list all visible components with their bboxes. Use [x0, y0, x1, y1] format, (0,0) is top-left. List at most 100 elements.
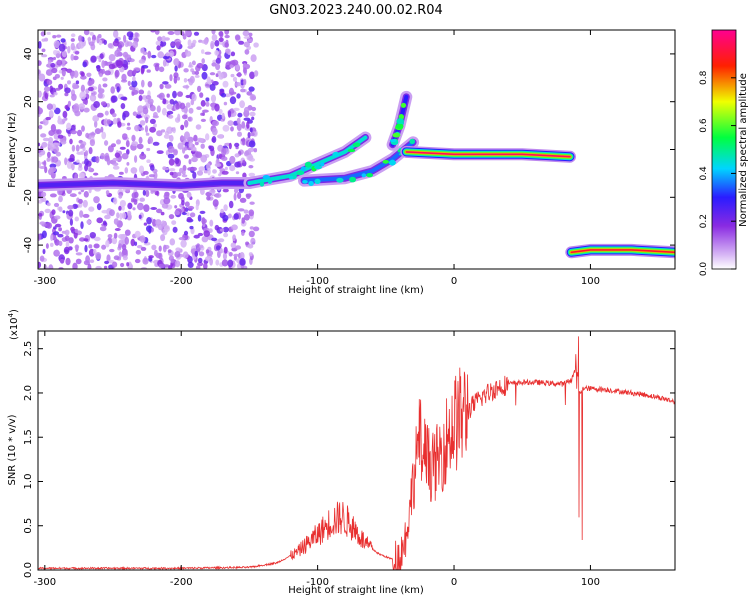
noise-speckle	[106, 254, 111, 262]
trace-rising-blob	[347, 148, 356, 153]
noise-speckle	[153, 171, 158, 180]
snr-multiplier-base: (x10	[9, 317, 20, 340]
noise-speckle	[190, 99, 195, 106]
noise-speckle	[94, 120, 98, 128]
noise-speckle	[194, 71, 200, 75]
noise-speckle	[205, 133, 210, 141]
noise-speckle	[70, 38, 75, 42]
noise-speckle	[99, 73, 103, 78]
noise-speckle	[86, 220, 92, 224]
noise-speckle	[70, 130, 77, 135]
noise-speckle	[150, 207, 158, 210]
noise-speckle	[156, 105, 161, 113]
noise-speckle	[113, 30, 119, 38]
noise-speckle	[130, 167, 138, 174]
noise-speckle	[150, 105, 156, 112]
noise-speckle	[180, 124, 185, 131]
noise-speckle	[82, 99, 87, 105]
noise-speckle	[121, 244, 127, 251]
noise-speckle	[62, 210, 66, 214]
noise-speckle	[120, 103, 126, 110]
noise-speckle	[41, 191, 47, 197]
noise-speckle	[113, 232, 118, 239]
noise-speckle	[167, 145, 175, 153]
noise-speckle	[146, 147, 151, 152]
noise-speckle	[215, 63, 221, 71]
noise-speckle	[72, 203, 78, 209]
noise-speckle	[126, 149, 130, 155]
noise-speckle	[185, 94, 191, 99]
noise-speckle	[154, 63, 160, 72]
noise-speckle	[89, 259, 95, 264]
noise-speckle	[53, 40, 60, 49]
noise-speckle	[177, 113, 181, 122]
noise-speckle	[47, 151, 51, 158]
noise-speckle	[152, 115, 159, 119]
noise-speckle	[141, 79, 145, 88]
noise-speckle	[158, 66, 165, 73]
snr-series-line	[38, 336, 675, 570]
noise-speckle	[156, 45, 161, 51]
noise-speckle	[217, 250, 221, 258]
noise-speckle	[60, 38, 66, 43]
noise-speckle	[147, 50, 152, 59]
noise-speckle	[243, 78, 247, 86]
noise-speckle	[134, 258, 141, 264]
noise-speckle	[57, 233, 64, 238]
noise-speckle	[245, 241, 250, 246]
noise-speckle	[145, 132, 150, 136]
noise-speckle	[224, 42, 229, 48]
heatmap-x-label: Height of straight line (km)	[288, 285, 424, 296]
noise-speckle	[79, 237, 86, 242]
trace-hook-blob	[400, 102, 407, 108]
noise-speckle	[43, 86, 51, 92]
noise-speckle	[41, 54, 48, 58]
trace-rising-blob	[288, 175, 294, 180]
noise-speckle	[124, 167, 129, 174]
noise-speckle	[111, 95, 118, 103]
noise-speckle	[247, 147, 255, 152]
noise-speckle	[233, 213, 239, 220]
noise-speckle	[39, 255, 45, 262]
noise-speckle	[222, 226, 229, 233]
noise-speckle	[170, 194, 177, 199]
noise-speckle	[70, 53, 75, 61]
noise-speckle	[170, 42, 176, 47]
noise-speckle	[222, 80, 229, 88]
noise-speckle	[169, 171, 174, 176]
noise-speckle	[119, 200, 126, 207]
noise-speckle	[42, 197, 47, 203]
noise-speckle	[237, 131, 242, 137]
noise-speckle	[93, 172, 99, 176]
noise-speckle	[149, 126, 157, 133]
noise-speckle	[87, 80, 93, 87]
trace-secondary-blob	[349, 176, 357, 183]
noise-speckle	[160, 129, 166, 133]
noise-speckle	[233, 192, 237, 201]
noise-speckle	[95, 252, 102, 260]
noise-speckle	[189, 225, 194, 230]
noise-speckle	[49, 94, 55, 98]
noise-speckle	[222, 252, 228, 260]
noise-speckle	[103, 39, 107, 45]
noise-speckle	[165, 52, 170, 57]
noise-speckle	[145, 116, 149, 124]
noise-speckle	[188, 107, 194, 114]
noise-speckle	[139, 153, 147, 160]
noise-speckle	[197, 214, 202, 222]
noise-speckle	[222, 214, 229, 222]
noise-speckle	[101, 60, 106, 69]
snr-x-ticks: -300 -200 -100 0 100	[33, 331, 600, 588]
noise-speckle	[209, 219, 214, 227]
noise-speckle	[93, 101, 100, 108]
noise-speckle	[96, 203, 102, 211]
noise-speckle	[72, 82, 77, 90]
noise-speckle	[229, 91, 237, 95]
noise-speckle	[188, 77, 194, 86]
noise-speckle	[64, 157, 68, 166]
noise-speckle	[45, 69, 53, 76]
noise-speckle	[201, 218, 207, 224]
noise-speckle	[199, 92, 204, 98]
noise-speckle	[122, 110, 130, 118]
